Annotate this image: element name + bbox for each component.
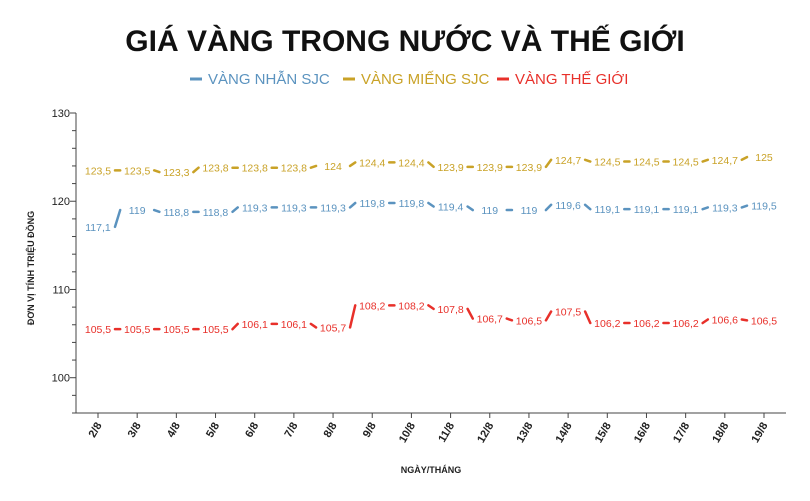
data-label: 123,5 xyxy=(124,165,150,177)
data-label: 123,9 xyxy=(477,162,503,174)
data-label: 106,6 xyxy=(712,314,738,326)
data-label: 118,8 xyxy=(164,207,190,219)
data-label: 105,5 xyxy=(163,324,189,336)
data-label: 124,4 xyxy=(359,157,385,169)
y-tick-label: 100 xyxy=(52,373,70,385)
data-label: 118,8 xyxy=(203,207,229,219)
data-label: 119,1 xyxy=(634,204,660,216)
data-label: 106,7 xyxy=(477,314,503,326)
y-axis-label: ĐƠN VỊ TÍNH TRIỆU ĐỒNG xyxy=(25,211,36,325)
data-label: 119,4 xyxy=(438,202,464,214)
data-label: 124,5 xyxy=(673,157,699,169)
data-label: 106,2 xyxy=(594,318,620,330)
data-label: 119,3 xyxy=(242,202,268,214)
x-tick-label: 8/8 xyxy=(322,421,340,440)
data-label: 124,7 xyxy=(712,155,738,167)
data-label: 124,4 xyxy=(398,157,424,169)
data-label: 105,5 xyxy=(124,324,150,336)
x-tick-label: 5/8 xyxy=(204,421,222,440)
x-axis-label: NGÀY/THÁNG xyxy=(401,465,462,475)
data-label: 105,5 xyxy=(202,324,228,336)
chart-series: 117,1 119 118,8 118,8 119,3 119,3 119,3 119,8 11… xyxy=(85,152,777,336)
data-label: 123,3 xyxy=(163,167,189,179)
x-tick-label: 14/8 xyxy=(554,421,575,446)
data-label: 119,3 xyxy=(712,202,738,214)
data-label: 123,5 xyxy=(85,165,111,177)
data-label: 107,8 xyxy=(437,304,463,316)
series-line xyxy=(113,155,749,174)
x-tick-label: 18/8 xyxy=(710,421,731,446)
data-label: 105,5 xyxy=(85,324,111,336)
data-label: 124,7 xyxy=(555,155,581,167)
x-tick-label: 9/8 xyxy=(361,421,379,440)
x-tick-label: 2/8 xyxy=(87,421,105,440)
data-label: 119,5 xyxy=(751,201,777,213)
x-ticks: 2/8 3/8 4/8 5/8 6/8 7/8 8/8 9/8 10/8 11/8 12/8 13/8… xyxy=(87,413,771,445)
data-label: 123,8 xyxy=(242,163,268,175)
data-label: 108,2 xyxy=(398,300,424,312)
series-line xyxy=(113,304,749,331)
data-label: 106,5 xyxy=(751,315,777,327)
data-label: 119,8 xyxy=(359,198,385,210)
x-tick-label: 15/8 xyxy=(593,421,614,446)
data-label: 106,1 xyxy=(242,319,268,331)
data-label: 123,8 xyxy=(281,163,307,175)
data-label: 106,5 xyxy=(516,315,542,327)
data-label: 119 xyxy=(521,205,538,217)
x-tick-label: 16/8 xyxy=(632,421,653,446)
data-label: 125 xyxy=(755,152,773,164)
x-tick-label: 7/8 xyxy=(282,421,300,440)
series-line xyxy=(113,201,749,229)
x-tick-label: 3/8 xyxy=(126,421,144,440)
data-label: 119,1 xyxy=(595,204,621,216)
y-tick-label: 120 xyxy=(52,196,70,208)
data-label: 124,5 xyxy=(633,157,659,169)
chart-title: GIÁ VÀNG TRONG NƯỚC VÀ THẾ GIỚI xyxy=(125,24,684,58)
data-label: 106,2 xyxy=(633,318,659,330)
x-tick-label: 13/8 xyxy=(514,421,535,446)
data-label: 123,8 xyxy=(202,163,228,175)
data-label: 119,6 xyxy=(555,200,581,212)
data-label: 119 xyxy=(481,205,498,217)
data-label: 119 xyxy=(129,205,146,217)
chart-legend: VÀNG NHẪN SJC VÀNG MIẾNG SJC VÀNG THẾ GIỚI xyxy=(190,71,628,88)
data-label: 106,2 xyxy=(673,318,699,330)
x-tick-label: 19/8 xyxy=(749,421,770,446)
legend-entry: VÀNG NHẪN SJC xyxy=(208,71,330,88)
data-label: 124 xyxy=(324,161,342,173)
legend-entry: VÀNG THẾ GIỚI xyxy=(515,71,628,88)
x-tick-label: 17/8 xyxy=(671,421,692,446)
data-label: 119,1 xyxy=(673,204,699,216)
series-group: 117,1 119 118,8 118,8 119,3 119,3 119,3 119,8 11… xyxy=(85,198,777,234)
data-label: 119,3 xyxy=(281,202,307,214)
x-tick-label: 10/8 xyxy=(397,421,418,446)
y-tick-label: 110 xyxy=(52,284,70,296)
data-label: 117,1 xyxy=(85,222,111,234)
y-tick-label: 130 xyxy=(52,108,70,120)
y-ticks: 100 110 120 130 xyxy=(52,108,76,414)
legend-entry: VÀNG MIẾNG SJC xyxy=(361,71,490,88)
chart-axes xyxy=(75,113,786,414)
data-label: 105,7 xyxy=(320,322,346,334)
data-label: 119,3 xyxy=(320,202,346,214)
x-tick-label: 12/8 xyxy=(475,421,496,446)
data-label: 124,5 xyxy=(594,157,620,169)
x-tick-label: 4/8 xyxy=(165,421,183,440)
data-label: 107,5 xyxy=(555,307,581,319)
data-label: 108,2 xyxy=(359,300,385,312)
x-tick-label: 6/8 xyxy=(243,421,261,440)
series-group: 123,5 123,5 123,3 123,8 123,8 123,8 124 124,4 12… xyxy=(85,152,773,179)
data-label: 123,9 xyxy=(437,162,463,174)
series-group: 105,5 105,5 105,5 105,5 106,1 106,1 105,7 108,2… xyxy=(85,300,777,336)
x-tick-label: 11/8 xyxy=(436,421,457,445)
data-label: 119,8 xyxy=(399,198,425,210)
data-label: 123,9 xyxy=(516,162,542,174)
data-label: 106,1 xyxy=(281,319,307,331)
